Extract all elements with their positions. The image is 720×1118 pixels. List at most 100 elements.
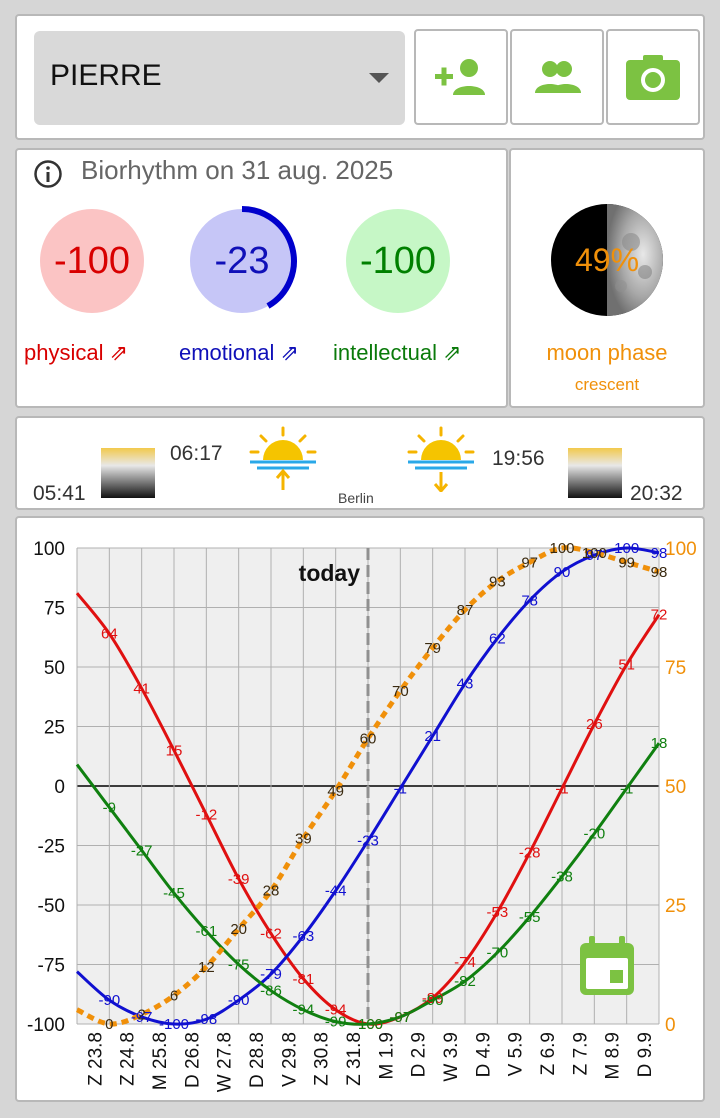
data-label-moon: 93 — [489, 573, 506, 590]
data-label-intellectual: -97 — [389, 1009, 411, 1026]
intellectual-label[interactable]: intellectual ⇗ — [333, 340, 462, 365]
y-tick-label: -75 — [38, 956, 65, 977]
y-tick-label: -25 — [38, 837, 65, 858]
y-tick-label: 0 — [54, 777, 65, 798]
data-label-emotional: -98 — [195, 1011, 217, 1028]
sunrise-time: 06:17 — [170, 442, 223, 465]
data-label-intellectual: 18 — [651, 735, 668, 752]
physical-value: -100 — [40, 209, 144, 313]
sun-times-card: 05:41 06:17 Berlin 19:56 2 — [15, 416, 705, 510]
x-tick-label: W 27.8 — [215, 1032, 236, 1092]
data-label-physical: -74 — [454, 954, 476, 971]
data-label-intellectual: -45 — [163, 885, 185, 902]
data-label-physical: -94 — [325, 1002, 347, 1019]
x-tick-label: Z 6.9 — [538, 1032, 559, 1075]
data-label-physical: -39 — [228, 871, 250, 888]
data-label-physical: -97 — [389, 1009, 411, 1026]
data-label-intellectual: -55 — [519, 909, 541, 926]
data-label-emotional: -100 — [159, 1016, 189, 1033]
x-tick-label: Z 31.8 — [344, 1032, 365, 1086]
y2-tick-label: 75 — [665, 658, 686, 679]
x-tick-label: D 26.8 — [182, 1032, 203, 1088]
x-tick-label: D 9.9 — [635, 1032, 656, 1077]
x-tick-label: M 8.9 — [603, 1032, 624, 1080]
data-label-physical: -81 — [292, 971, 314, 988]
data-label-physical: 51 — [618, 657, 635, 674]
data-label-intellectual: -75 — [228, 957, 250, 974]
biorhythm-chart: today 64 41 15 -12 -39 -62 -81 -94 -100 -97 -89 -74-… — [15, 516, 705, 1102]
data-label-emotional: 43 — [457, 676, 474, 693]
group-button[interactable] — [510, 29, 604, 125]
data-label-emotional: 62 — [489, 630, 506, 647]
dusk-time: 20:32 — [630, 482, 683, 505]
data-label-intellectual: -1 — [620, 780, 633, 797]
person-name: PIERRE — [50, 59, 162, 92]
series-line-moon — [75, 545, 660, 1027]
person-dropdown[interactable]: PIERRE — [34, 31, 405, 125]
data-label-emotional: 21 — [424, 728, 441, 745]
data-label-intellectual: -100 — [353, 1016, 383, 1033]
data-label-moon: 87 — [457, 602, 474, 619]
data-label-physical: 26 — [586, 716, 603, 733]
data-label-physical: -28 — [519, 845, 541, 862]
data-label-emotional: -23 — [357, 833, 379, 850]
data-label-moon: 98 — [651, 564, 668, 581]
data-label-moon: 97 — [521, 554, 538, 571]
data-label-physical: -53 — [486, 904, 508, 921]
data-label-emotional: 90 — [554, 564, 571, 581]
y2-tick-label: 0 — [665, 1015, 676, 1036]
data-label-moon: 20 — [230, 921, 247, 938]
data-label-moon: 100 — [549, 540, 574, 557]
physical-label[interactable]: physical ⇗ — [24, 340, 129, 365]
data-label-emotional: -90 — [98, 992, 120, 1009]
y-tick-label: -50 — [38, 896, 65, 917]
data-label-intellectual: -20 — [583, 826, 605, 843]
biorhythm-card: Biorhythm on 31 aug. 2025 -100 -23 -100 … — [15, 148, 508, 408]
data-label-intellectual: -70 — [486, 945, 508, 962]
calendar-icon[interactable] — [577, 936, 637, 998]
x-tick-label: D 2.9 — [409, 1032, 430, 1077]
data-label-moon: 6 — [170, 987, 178, 1004]
y-tick-label: 50 — [44, 658, 65, 679]
data-label-moon: 0 — [105, 1016, 113, 1033]
series-line-emotional — [76, 546, 660, 1026]
moon-phase-name: crescent — [574, 375, 640, 394]
data-label-moon: 2 — [137, 1006, 145, 1023]
moon-card[interactable]: 49% moon phase crescent — [509, 148, 705, 408]
data-label-intellectual: -82 — [454, 973, 476, 990]
x-tick-label: M 25.8 — [150, 1032, 171, 1090]
series-line-intellectual — [75, 742, 661, 1026]
info-icon[interactable] — [33, 159, 63, 189]
data-label-moon: 100 — [582, 545, 607, 562]
today-label: today — [299, 560, 361, 586]
data-label-emotional: -63 — [292, 928, 314, 945]
data-label-emotional: -97 — [131, 1009, 153, 1026]
data-label-emotional: -79 — [260, 966, 282, 983]
data-label-intellectual: -94 — [292, 1002, 314, 1019]
data-label-moon: 39 — [295, 830, 312, 847]
x-tick-label: Z 30.8 — [312, 1032, 333, 1086]
camera-button[interactable] — [606, 29, 700, 125]
y-tick-label: -100 — [27, 1015, 65, 1036]
y-tick-label: 25 — [44, 718, 65, 739]
data-label-intellectual: -27 — [131, 842, 153, 859]
sunrise-icon — [249, 426, 317, 490]
x-tick-label: M 1.9 — [376, 1032, 397, 1080]
data-label-physical: -12 — [195, 807, 217, 824]
data-label-intellectual: -9 — [103, 799, 116, 816]
data-label-moon: 49 — [327, 783, 344, 800]
moon-icon — [551, 204, 663, 316]
data-label-moon: 28 — [263, 883, 280, 900]
biorhythm-title: Biorhythm on 31 aug. 2025 — [81, 155, 394, 185]
group-icon — [535, 61, 581, 93]
y2-tick-label: 50 — [665, 777, 686, 798]
add-person-button[interactable] — [414, 29, 508, 125]
data-label-physical: -62 — [260, 926, 282, 943]
sunset-icon — [407, 426, 475, 492]
emotional-label[interactable]: emotional ⇗ — [179, 340, 299, 365]
data-label-physical: 64 — [101, 626, 118, 643]
data-label-intellectual: -61 — [195, 923, 217, 940]
x-tick-label: Z 7.9 — [570, 1032, 591, 1075]
data-label-emotional: 78 — [521, 592, 538, 609]
x-tick-label: V 5.9 — [506, 1032, 527, 1076]
